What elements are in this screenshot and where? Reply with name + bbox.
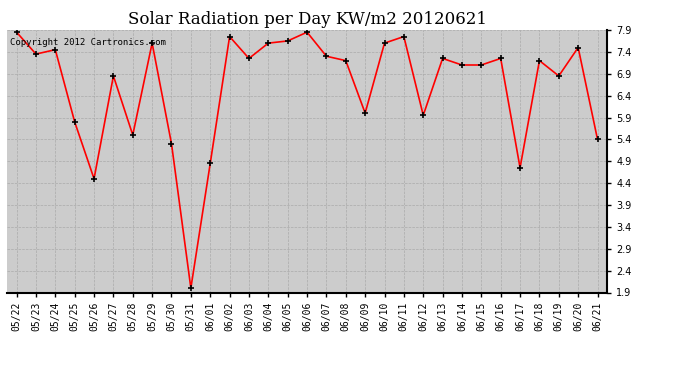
Text: Copyright 2012 Cartronics.com: Copyright 2012 Cartronics.com [10, 38, 166, 47]
Title: Solar Radiation per Day KW/m2 20120621: Solar Radiation per Day KW/m2 20120621 [128, 12, 486, 28]
